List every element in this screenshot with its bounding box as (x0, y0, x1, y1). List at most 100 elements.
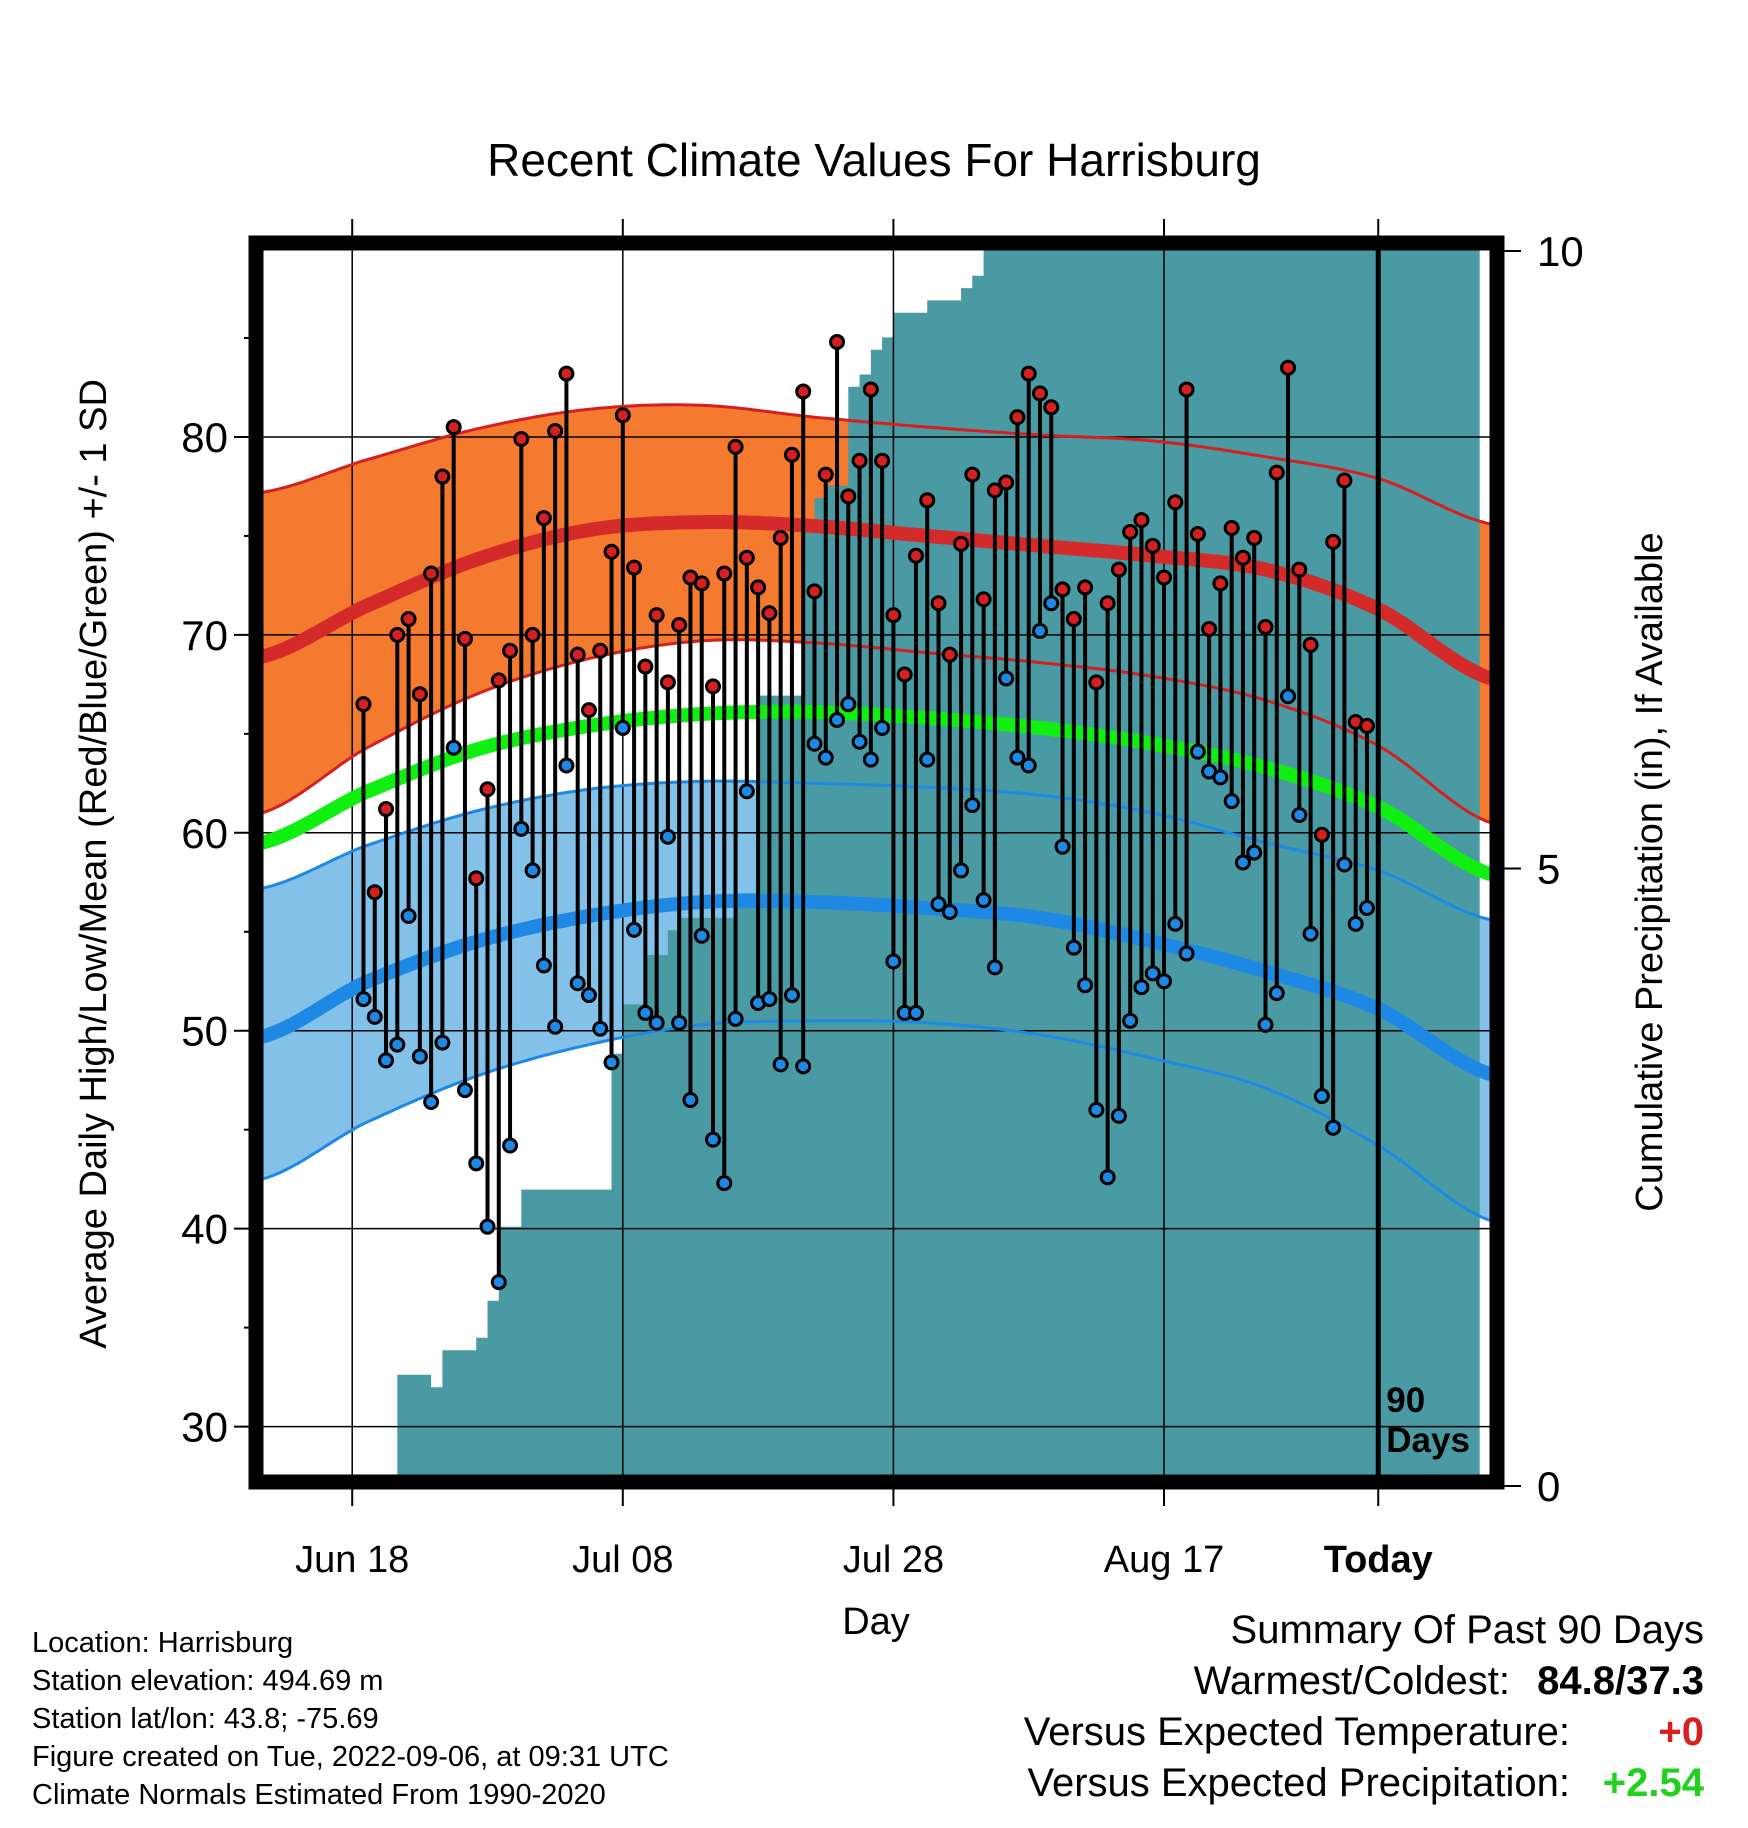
latlon-text: Station lat/lon: 43.8; -75.69 (32, 1703, 379, 1735)
station-info: Location: Harrisburg Station elevation: … (32, 1624, 669, 1814)
today-days-label: Days (1386, 1421, 1470, 1460)
y-tick-label: 60 (181, 810, 228, 857)
obs-low-point (547, 1018, 564, 1035)
obs-low-point (727, 1010, 744, 1027)
obs-high-point (885, 607, 902, 624)
obs-high-point (1156, 569, 1173, 586)
obs-high-point (1212, 575, 1229, 592)
obs-high-point (614, 407, 631, 424)
obs-high-point (986, 482, 1003, 499)
obs-low-point (851, 733, 868, 750)
obs-low-point (953, 862, 970, 879)
obs-high-point (400, 611, 417, 628)
obs-high-point (535, 510, 552, 527)
obs-high-point (1234, 549, 1251, 566)
obs-high-point (727, 438, 744, 455)
obs-low-point (862, 751, 879, 768)
obs-low-point (1156, 973, 1173, 990)
obs-high-point (592, 642, 609, 659)
obs-low-point (423, 1093, 440, 1110)
obs-high-point (851, 452, 868, 469)
obs-high-point (1099, 595, 1116, 612)
obs-high-point (693, 575, 710, 592)
obs-low-point (603, 1054, 620, 1071)
obs-high-point (1189, 525, 1206, 542)
obs-low-point (964, 797, 981, 814)
x-tick-label: Jun 18 (295, 1539, 409, 1581)
obs-low-point (1302, 925, 1319, 942)
obs-low-point (400, 907, 417, 924)
obs-high-point (1336, 472, 1353, 489)
y-right-axis-label: Cumulative Precipitation (in), If Availa… (1629, 532, 1671, 1211)
obs-low-point (355, 991, 372, 1008)
obs-high-point (761, 605, 778, 622)
obs-low-point (569, 975, 586, 992)
obs-high-point (490, 672, 507, 689)
obs-low-point (1031, 622, 1048, 639)
obs-low-point (738, 783, 755, 800)
obs-high-point (1077, 579, 1094, 596)
obs-high-point (389, 626, 406, 643)
obs-high-point (378, 801, 395, 818)
obs-high-point (648, 607, 665, 624)
obs-low-point (535, 957, 552, 974)
obs-low-point (1054, 838, 1071, 855)
obs-high-point (829, 333, 846, 350)
obs-low-point (1246, 844, 1263, 861)
obs-high-point (1110, 561, 1127, 578)
obs-high-point (580, 702, 597, 719)
obs-low-point (671, 1014, 688, 1031)
obs-low-point (366, 1008, 383, 1025)
obs-high-point (975, 591, 992, 608)
x-tick-label: Aug 17 (1104, 1539, 1224, 1581)
y-tick-label: 70 (181, 612, 228, 659)
warmest-coldest-label: Warmest/Coldest: (1193, 1659, 1510, 1703)
today-days-label: 90 (1386, 1381, 1425, 1420)
x-tick-label: Today (1324, 1539, 1433, 1581)
obs-high-point (637, 658, 654, 675)
obs-low-point (1077, 977, 1094, 994)
obs-high-point (1054, 581, 1071, 598)
obs-low-point (1043, 595, 1060, 612)
summary-title: Summary Of Past 90 Days (1230, 1608, 1704, 1652)
obs-low-point (1133, 979, 1150, 996)
chart-title: Recent Climate Values For Harrisburg (487, 134, 1261, 186)
obs-high-point (423, 565, 440, 582)
obs-low-point (705, 1131, 722, 1148)
obs-low-point (1122, 1012, 1139, 1029)
obs-high-point (445, 419, 462, 436)
obs-low-point (783, 987, 800, 1004)
obs-high-point (1122, 523, 1139, 540)
obs-low-point (907, 1004, 924, 1021)
obs-high-point (862, 381, 879, 398)
obs-low-point (829, 711, 846, 728)
obs-high-point (456, 630, 473, 647)
obs-low-point (490, 1274, 507, 1291)
obs-low-point (1110, 1107, 1127, 1124)
obs-high-point (1031, 385, 1048, 402)
obs-high-point (1065, 611, 1082, 628)
obs-low-point (1268, 985, 1285, 1002)
obs-low-point (975, 892, 992, 909)
obs-low-point (772, 1056, 789, 1073)
obs-low-point (637, 1004, 654, 1021)
x-tick-label: Jul 08 (572, 1539, 673, 1581)
x-axis-label: Day (842, 1601, 910, 1643)
obs-high-point (806, 583, 823, 600)
obs-high-point (930, 595, 947, 612)
precip-departure-value: +2.54 (1602, 1761, 1704, 1805)
obs-low-point (1223, 793, 1240, 810)
obs-low-point (580, 987, 597, 1004)
obs-low-point (840, 696, 857, 713)
elevation-text: Station elevation: 494.69 m (32, 1665, 384, 1697)
obs-low-point (1257, 1016, 1274, 1033)
obs-low-point (806, 735, 823, 752)
obs-low-point (1178, 945, 1195, 962)
precip-departure-label: Versus Expected Precipitation: (1027, 1761, 1570, 1805)
obs-low-point (592, 1020, 609, 1037)
obs-high-point (817, 466, 834, 483)
obs-low-point (1291, 806, 1308, 823)
obs-low-point (986, 959, 1003, 976)
